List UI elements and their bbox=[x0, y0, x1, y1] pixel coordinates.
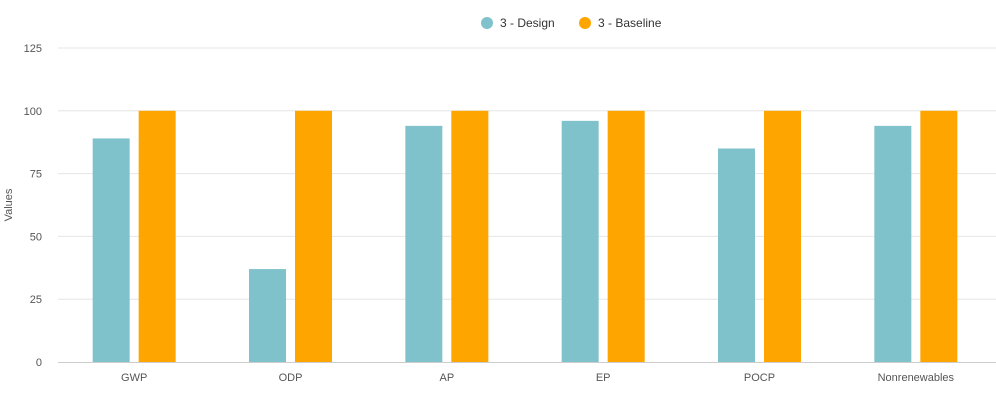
bar-baseline-odp[interactable] bbox=[295, 110, 332, 362]
y-tick-label: 50 bbox=[30, 231, 42, 243]
legend-swatch bbox=[481, 17, 493, 29]
bar-design-ep[interactable] bbox=[561, 120, 599, 363]
bar-baseline-ep[interactable] bbox=[607, 110, 645, 362]
x-tick-label: AP bbox=[439, 372, 454, 384]
chart-gridlines bbox=[58, 47, 996, 300]
x-axis-ticks: GWP ODP AP EP POCP Nonrenewables bbox=[121, 372, 955, 384]
legend-swatch bbox=[579, 17, 591, 29]
x-tick-label: Nonrenewables bbox=[878, 372, 955, 384]
legend-label: 3 - Design bbox=[500, 16, 555, 30]
bar-design-nonrenewables[interactable] bbox=[874, 125, 912, 362]
y-tick-label: 0 bbox=[36, 357, 42, 369]
bar-baseline-nonrenewables[interactable] bbox=[920, 110, 958, 362]
y-tick-label: 125 bbox=[24, 43, 42, 55]
y-axis-title: Values bbox=[3, 188, 15, 221]
bar-baseline-gwp[interactable] bbox=[138, 110, 176, 362]
legend-item-design[interactable]: 3 - Design bbox=[481, 16, 555, 30]
x-tick-label: GWP bbox=[121, 372, 147, 384]
chart-bars bbox=[92, 110, 958, 363]
bar-baseline-pocp[interactable] bbox=[764, 110, 801, 362]
bar-design-ap[interactable] bbox=[405, 125, 443, 362]
legend-item-baseline[interactable]: 3 - Baseline bbox=[579, 16, 662, 30]
y-tick-label: 25 bbox=[30, 294, 42, 306]
bar-design-gwp[interactable] bbox=[92, 138, 130, 362]
y-tick-label: 75 bbox=[30, 169, 42, 181]
x-tick-label: EP bbox=[596, 372, 611, 384]
x-tick-label: ODP bbox=[279, 372, 303, 384]
chart-legend: 3 - Design 3 - Baseline bbox=[481, 16, 662, 30]
y-axis-ticks: 0 25 50 75 100 125 bbox=[24, 43, 42, 369]
bar-baseline-ap[interactable] bbox=[451, 110, 489, 362]
y-tick-label: 100 bbox=[24, 106, 42, 118]
legend-label: 3 - Baseline bbox=[598, 16, 662, 30]
bar-design-pocp[interactable] bbox=[718, 148, 755, 362]
bar-design-odp[interactable] bbox=[249, 269, 286, 362]
x-tick-label: POCP bbox=[744, 372, 775, 384]
